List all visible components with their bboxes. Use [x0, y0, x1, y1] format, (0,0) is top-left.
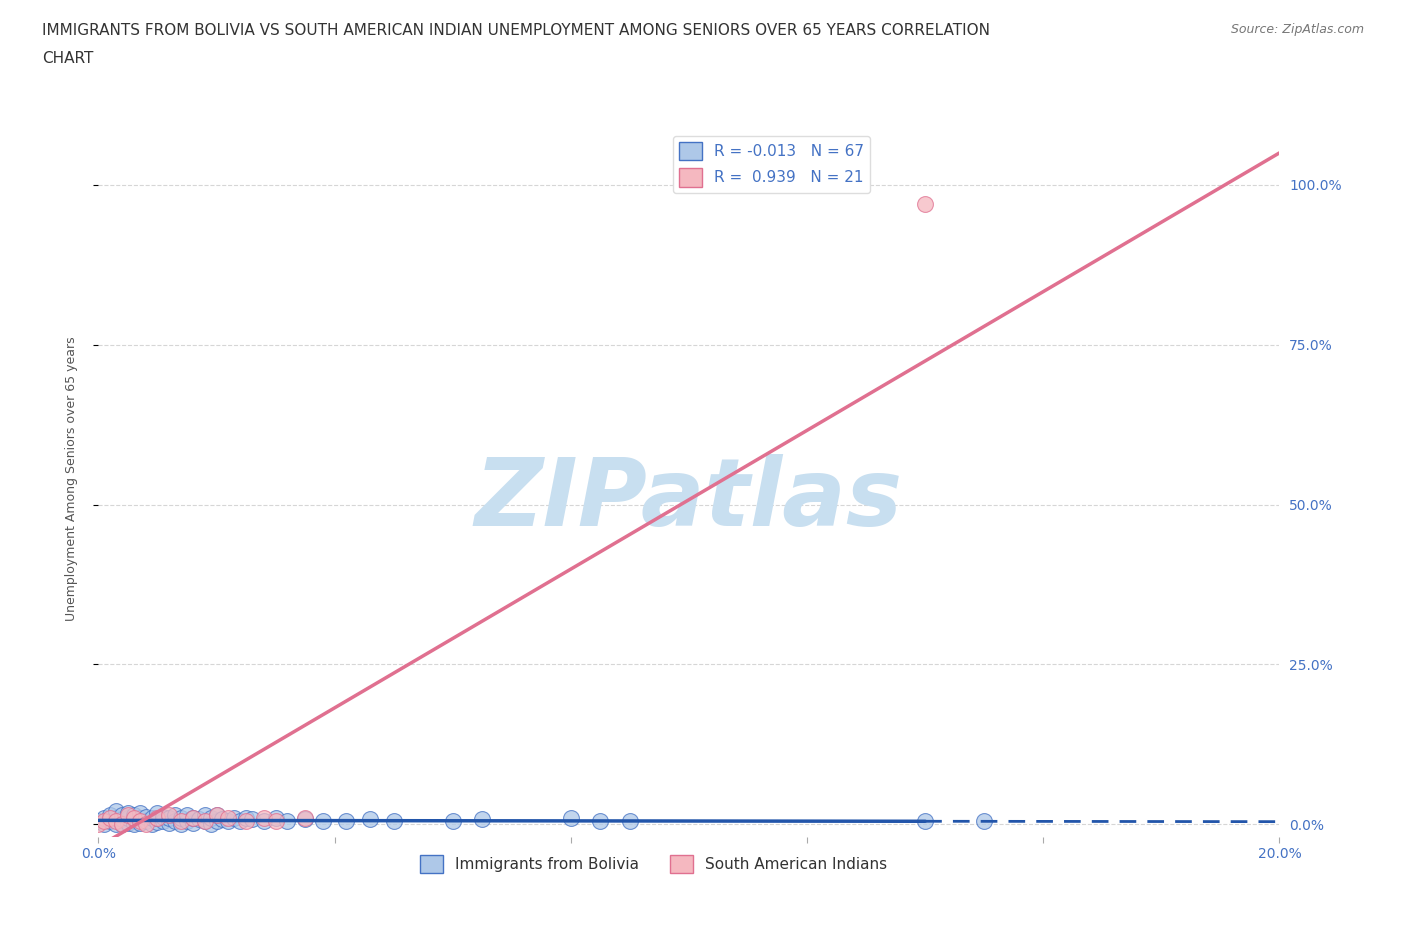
Point	[194, 807, 217, 822]
Point	[157, 807, 180, 822]
Point	[117, 816, 139, 830]
Point	[176, 814, 198, 829]
Point	[194, 814, 217, 829]
Point	[914, 196, 936, 211]
Point	[87, 814, 110, 829]
Point	[205, 807, 228, 822]
Point	[235, 810, 257, 825]
Text: Source: ZipAtlas.com: Source: ZipAtlas.com	[1230, 23, 1364, 36]
Point	[122, 810, 145, 825]
Point	[165, 814, 187, 829]
Point	[93, 814, 115, 829]
Point	[264, 814, 287, 829]
Point	[105, 804, 128, 819]
Point	[181, 810, 204, 825]
Point	[471, 812, 494, 827]
Point	[264, 810, 287, 825]
Point	[235, 814, 257, 829]
Point	[176, 807, 198, 822]
Point	[87, 817, 110, 831]
Point	[98, 807, 121, 822]
Point	[589, 814, 612, 829]
Point	[914, 814, 936, 829]
Point	[165, 807, 187, 822]
Point	[382, 814, 405, 829]
Point	[135, 814, 157, 829]
Point	[335, 814, 357, 829]
Point	[117, 805, 139, 820]
Point	[359, 812, 381, 827]
Point	[229, 814, 252, 829]
Point	[146, 815, 169, 830]
Point	[294, 810, 316, 825]
Point	[111, 817, 134, 831]
Point	[217, 810, 239, 825]
Point	[253, 814, 276, 829]
Point	[157, 810, 180, 825]
Point	[152, 809, 174, 824]
Point	[122, 812, 145, 827]
Point	[294, 812, 316, 827]
Text: IMMIGRANTS FROM BOLIVIA VS SOUTH AMERICAN INDIAN UNEMPLOYMENT AMONG SENIORS OVER: IMMIGRANTS FROM BOLIVIA VS SOUTH AMERICA…	[42, 23, 990, 38]
Text: CHART: CHART	[42, 51, 94, 66]
Point	[211, 812, 233, 827]
Point	[312, 814, 335, 829]
Point	[276, 814, 298, 829]
Point	[141, 817, 163, 831]
Point	[122, 817, 145, 831]
Point	[157, 816, 180, 830]
Point	[200, 810, 222, 825]
Point	[93, 810, 115, 825]
Text: ZIPatlas: ZIPatlas	[475, 455, 903, 547]
Point	[117, 807, 139, 822]
Point	[128, 816, 150, 830]
Point	[205, 814, 228, 829]
Point	[170, 810, 193, 825]
Point	[146, 805, 169, 820]
Point	[217, 814, 239, 829]
Point	[170, 817, 193, 831]
Point	[128, 814, 150, 829]
Point	[200, 817, 222, 831]
Point	[93, 817, 115, 831]
Point	[111, 807, 134, 822]
Y-axis label: Unemployment Among Seniors over 65 years: Unemployment Among Seniors over 65 years	[65, 337, 77, 621]
Legend: Immigrants from Bolivia, South American Indians: Immigrants from Bolivia, South American …	[413, 849, 893, 880]
Point	[117, 810, 139, 825]
Point	[560, 810, 582, 825]
Point	[181, 810, 204, 825]
Point	[111, 817, 134, 831]
Point	[105, 810, 128, 825]
Point	[128, 805, 150, 820]
Point	[135, 817, 157, 831]
Point	[224, 810, 246, 825]
Point	[105, 814, 128, 829]
Point	[205, 807, 228, 822]
Point	[111, 812, 134, 827]
Point	[973, 814, 995, 829]
Point	[135, 809, 157, 824]
Point	[181, 816, 204, 830]
Point	[146, 810, 169, 825]
Point	[170, 814, 193, 829]
Point	[141, 810, 163, 825]
Point	[146, 810, 169, 825]
Point	[619, 814, 641, 829]
Point	[187, 812, 209, 827]
Point	[122, 807, 145, 822]
Point	[98, 810, 121, 825]
Point	[152, 814, 174, 829]
Point	[128, 810, 150, 825]
Point	[194, 814, 217, 829]
Point	[240, 812, 263, 827]
Point	[253, 810, 276, 825]
Point	[441, 814, 464, 829]
Point	[105, 817, 128, 831]
Point	[98, 814, 121, 829]
